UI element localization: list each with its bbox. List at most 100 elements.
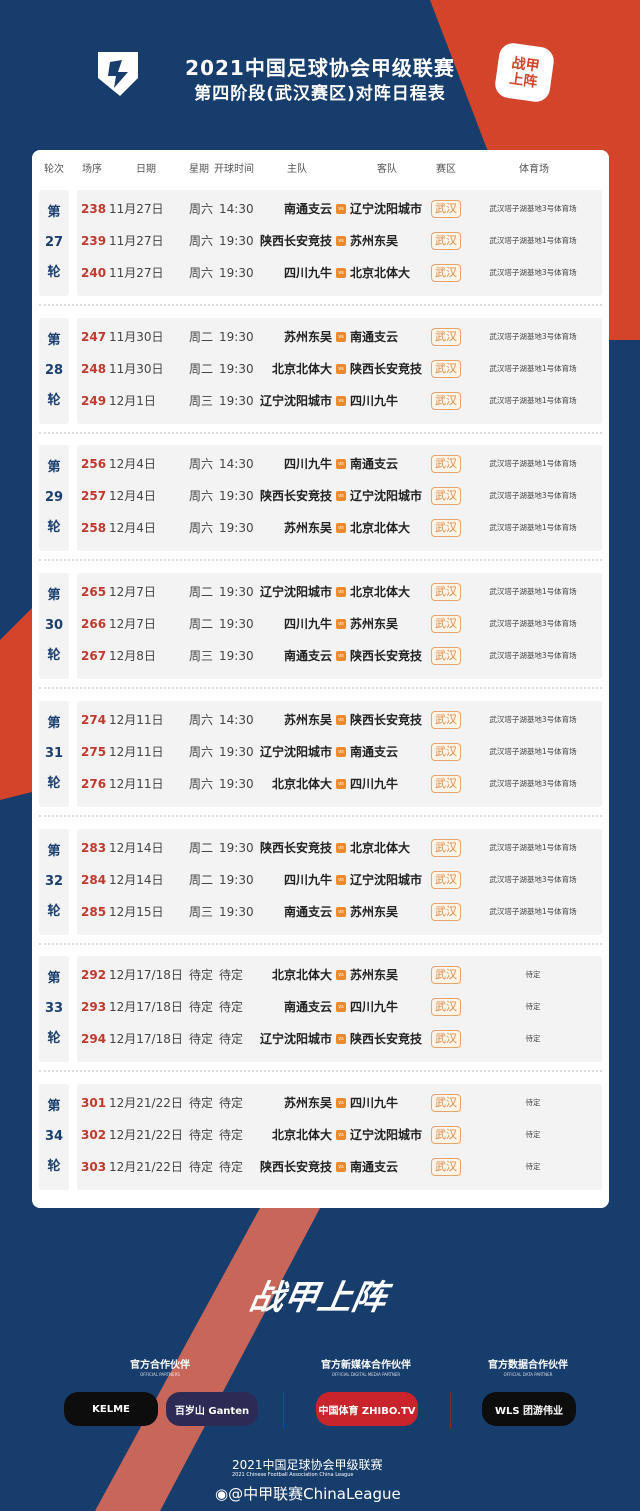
- round-post: 轮: [47, 648, 61, 664]
- round-label: 第 33 轮: [39, 956, 69, 1063]
- weekday: 待定: [189, 1032, 214, 1047]
- round-num: 30: [44, 618, 64, 634]
- match-date: 12月21/22日: [109, 1127, 183, 1142]
- round-pre: 第: [47, 332, 61, 348]
- zone-badge: 武汉: [431, 200, 461, 218]
- matches: 247 11月30日 周二 19:30 苏州东吴 vs 南通支云 武汉 武汉塔子湖基地3号体育场…: [77, 317, 602, 424]
- away-team: 四川九牛: [350, 393, 399, 408]
- table-row: 267 12月8日 周三 19:30 南通支云 vs 陕西长安竞技 武汉 武汉塔子湖基地3号体育…: [77, 646, 602, 666]
- round-label: 第 34 轮: [39, 1083, 69, 1190]
- stadium: 待定: [525, 970, 541, 980]
- round-num: 28: [44, 362, 64, 378]
- vs-icon: vs: [336, 778, 346, 789]
- kickoff-time: 19:30: [219, 904, 254, 919]
- column-header: 日期: [136, 164, 156, 175]
- bottom-stripe: [95, 1208, 320, 1511]
- match-number: 240: [81, 266, 107, 280]
- match-number: 302: [81, 1127, 107, 1142]
- divider: [39, 1070, 602, 1073]
- zone-badge: 武汉: [431, 327, 461, 346]
- kickoff-time: 19:30: [219, 649, 254, 664]
- zone-badge: 武汉: [431, 1125, 461, 1144]
- match-date: 12月21/22日: [109, 1095, 183, 1110]
- match-date: 11月30日: [109, 329, 164, 344]
- kelme-logo: KELME: [64, 1392, 158, 1426]
- away-team: 北京北体大: [350, 266, 411, 280]
- weekday: 周六: [189, 521, 214, 536]
- home-team: 辽宁沈阳城市: [259, 585, 332, 600]
- home-team: 北京北体大: [271, 1127, 332, 1142]
- partner-title-text: 官方新媒体合作伙伴: [321, 1360, 411, 1371]
- table-row: 292 12月17/18日 待定 待定 北京北体大 vs 苏州东吴 武汉 待定: [77, 965, 602, 985]
- home-team: 苏州东吴: [283, 712, 332, 727]
- match-date: 12月15日: [109, 904, 164, 919]
- weekday: 周六: [189, 202, 214, 216]
- weekday: 周六: [189, 234, 214, 248]
- match-number: 284: [81, 872, 107, 887]
- away-team: 南通支云: [350, 457, 399, 472]
- partner-title-en: OFFICIAL DATA PARTNER: [503, 1372, 553, 1377]
- match-number: 266: [81, 617, 107, 632]
- table-row: 256 12月4日 周六 14:30 四川九牛 vs 南通支云 武汉 武汉塔子湖基地1号体育场: [77, 454, 602, 474]
- kickoff-time: 待定: [219, 1159, 244, 1174]
- weibo-icon: ◉: [215, 1485, 229, 1503]
- left-stripe: [0, 600, 40, 800]
- round-num: 32: [44, 873, 64, 889]
- match-number: 274: [81, 712, 107, 727]
- kickoff-time: 19:30: [219, 872, 254, 887]
- zone-badge: 武汉: [431, 710, 461, 729]
- kickoff-time: 19:30: [219, 585, 254, 600]
- stadium: 武汉塔子湖基地3号体育场: [489, 714, 577, 724]
- stadium: 武汉塔子湖基地1号体育场: [489, 395, 577, 405]
- column-header: 体育场: [519, 164, 549, 175]
- zone-badge: 武汉: [431, 870, 461, 889]
- home-team: 陕西长安竞技: [259, 234, 332, 248]
- home-team: 南通支云: [283, 649, 332, 664]
- table-row: 275 12月11日 周六 19:30 辽宁沈阳城市 vs 南通支云 武汉 武汉塔子湖基地1号体…: [77, 742, 602, 762]
- away-team: 苏州东吴: [350, 234, 399, 248]
- vs-icon: vs: [336, 523, 346, 534]
- match-number: 275: [81, 744, 107, 759]
- stadium: 待定: [525, 1097, 541, 1107]
- match-date: 12月4日: [109, 457, 156, 472]
- weekday: 周二: [189, 361, 214, 376]
- stadium: 待定: [525, 1129, 541, 1139]
- stadium: 武汉塔子湖基地1号体育场: [489, 459, 577, 469]
- table-row: 294 12月17/18日 待定 待定 辽宁沈阳城市 vs 陕西长安竞技 武汉 待定: [77, 1029, 602, 1049]
- round-pre: 第: [47, 715, 61, 731]
- slogan-badge: 战甲上阵: [493, 41, 556, 104]
- away-team: 辽宁沈阳城市: [350, 202, 423, 216]
- cfa-logo-icon: [92, 48, 144, 100]
- matches: 265 12月7日 周二 19:30 辽宁沈阳城市 vs 北京北体大 武汉 武汉塔子湖基地1号体…: [77, 573, 602, 680]
- kickoff-time: 待定: [219, 1127, 244, 1142]
- zone-badge: 武汉: [431, 774, 461, 793]
- away-team: 南通支云: [350, 1159, 399, 1174]
- zone-badge: 武汉: [431, 838, 461, 857]
- round-pre: 第: [47, 460, 61, 476]
- match-date: 12月17/18日: [109, 968, 183, 983]
- weekday: 周六: [189, 712, 214, 727]
- matches: 256 12月4日 周六 14:30 四川九牛 vs 南通支云 武汉 武汉塔子湖基地1号体育场 2…: [77, 445, 602, 552]
- kickoff-time: 14:30: [219, 457, 254, 472]
- round-label: 第 27 轮: [39, 190, 69, 296]
- round-label: 第 29 轮: [39, 445, 69, 552]
- home-team: 四川九牛: [283, 617, 332, 632]
- kickoff-time: 19:30: [219, 744, 254, 759]
- match-number: 258: [81, 521, 107, 536]
- column-header: 星期: [189, 164, 209, 175]
- match-date: 12月4日: [109, 521, 156, 536]
- match-date: 12月7日: [109, 617, 156, 632]
- vs-icon: vs: [336, 395, 346, 406]
- round-pre: 第: [47, 588, 61, 604]
- column-header: 场序: [82, 164, 102, 175]
- home-team: 苏州东吴: [283, 1095, 332, 1110]
- home-team: 四川九牛: [283, 872, 332, 887]
- kickoff-time: 待定: [219, 968, 244, 983]
- zone-badge: 武汉: [431, 1093, 461, 1112]
- match-date: 12月11日: [109, 744, 164, 759]
- home-team: 南通支云: [283, 202, 332, 216]
- kickoff-time: 19:30: [219, 329, 254, 344]
- league-name: 2021中国足球协会甲级联赛 2021 Chinese Football Ass…: [232, 1458, 383, 1479]
- away-team: 陕西长安竞技: [350, 649, 423, 664]
- column-header: 轮次: [44, 164, 64, 175]
